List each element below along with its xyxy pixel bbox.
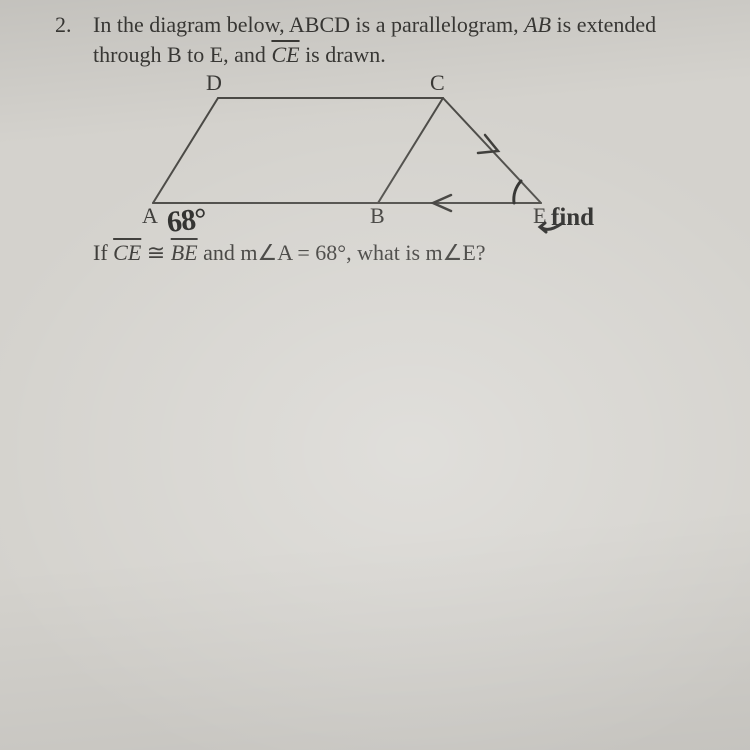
edge-AD [153,98,218,203]
text-line1-mid: is extended [551,12,656,37]
problem-statement: 2. In the diagram below, ABCD is a paral… [55,10,705,238]
q-prefix: If [93,240,113,265]
question-text: If CE ≅ BE and m∠A = 68°, what is m∠E? [93,240,705,266]
vertex-label-d: D [206,68,222,98]
text-line2-suffix: is drawn. [300,42,386,67]
diagram: D C A B E 68° find [93,73,653,238]
page-scan: 2. In the diagram below, ABCD is a paral… [0,0,750,750]
vertex-label-b: B [370,201,385,231]
q-be: BE [171,240,198,265]
q-mid: and m∠A = 68°, what is m∠E? [198,240,486,265]
q-ce: CE [113,240,141,265]
segment-ab: AB [524,12,551,37]
segment-ce-overline: CE [271,42,299,67]
handwriting-arrow-icon [536,221,566,241]
problem-body: In the diagram below, ABCD is a parallel… [93,10,705,238]
handwriting-angle-68: 68° [165,199,208,243]
problem-number: 2. [55,10,93,238]
edge-CB [378,98,443,203]
vertex-label-a: A [142,201,158,231]
angle-arc-e [514,181,521,203]
text-line2-prefix: through B to E, and [93,42,271,67]
q-cong: ≅ [141,240,170,265]
text-line1-prefix: In the diagram below, ABCD is a parallel… [93,12,524,37]
vertex-label-c: C [430,68,445,98]
